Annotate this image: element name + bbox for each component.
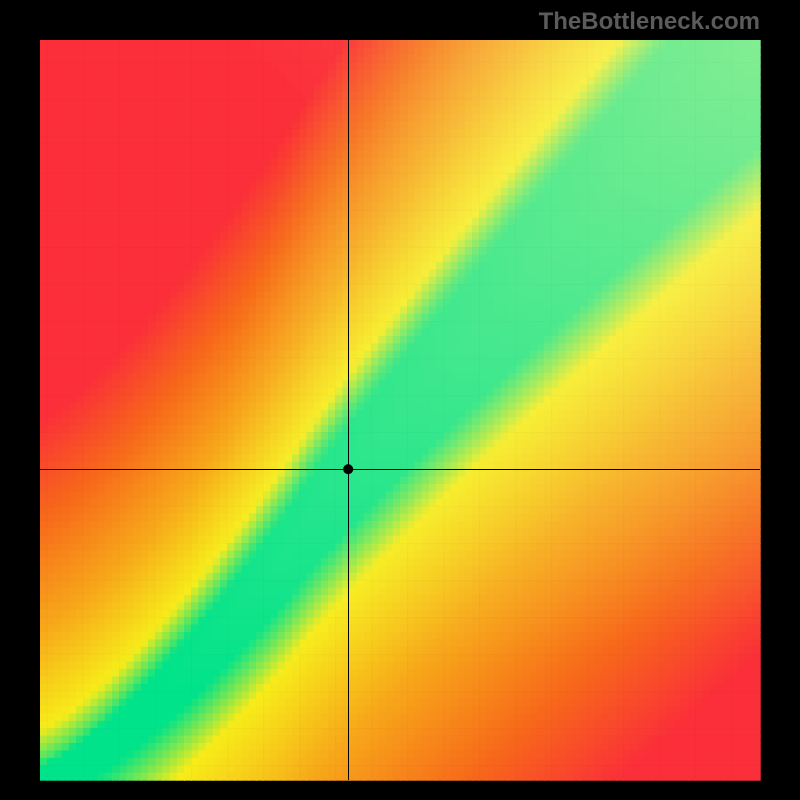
bottleneck-heatmap xyxy=(0,0,800,800)
chart-container: TheBottleneck.com xyxy=(0,0,800,800)
watermark-text: TheBottleneck.com xyxy=(539,8,760,36)
